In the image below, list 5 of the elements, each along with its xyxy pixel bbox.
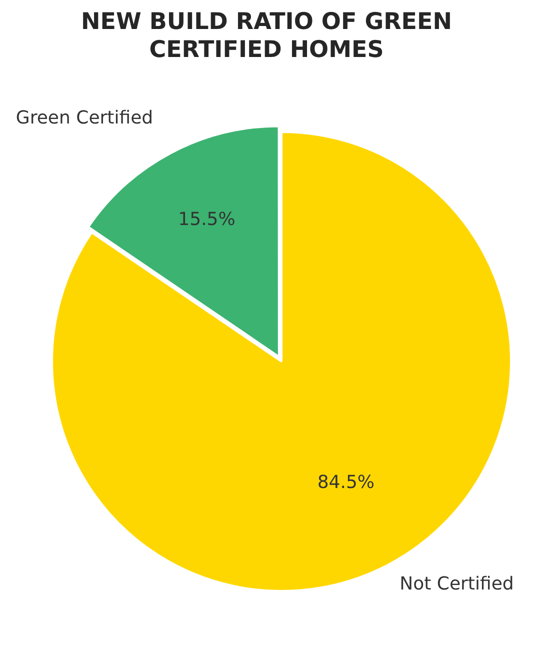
data-label: 84.5% <box>317 472 375 493</box>
chart-title: NEW BUILD RATIO OF GREEN CERTIFIED HOMES <box>80 8 453 64</box>
data-label: 15.5% <box>178 209 236 230</box>
slice-label: Green Certified <box>16 108 154 129</box>
slice-label: Not Certified <box>400 573 514 594</box>
